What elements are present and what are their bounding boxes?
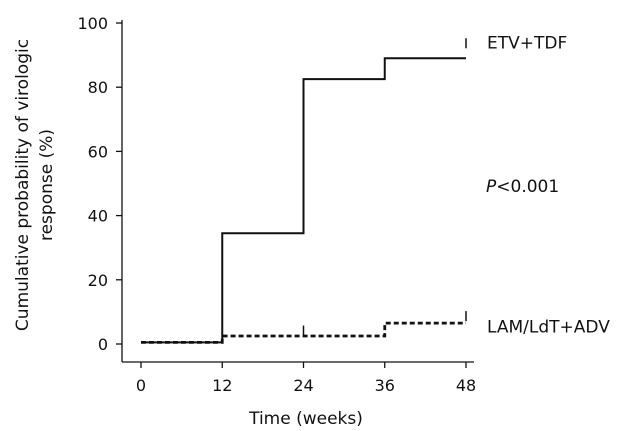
- x-tick-label: 36: [375, 376, 395, 395]
- x-axis-title: Time (weeks): [248, 409, 363, 429]
- y-axis-title-line1: Cumulative probability of virologic: [13, 39, 33, 331]
- series-line-lam-ldt-adv: [141, 321, 466, 344]
- series-label: ETV+TDF: [487, 33, 567, 53]
- series-line-etv-tdf: [141, 57, 466, 344]
- p-value-text: <0.001: [496, 177, 559, 197]
- series-labels: ETV+TDF LAM/LdT+ADV: [487, 33, 610, 337]
- y-tick-label: 80: [88, 78, 108, 97]
- y-axis-title-line2: response (%): [37, 129, 57, 241]
- x-ticks: 0 12 24 36 48: [136, 362, 476, 395]
- y-tick-label: 20: [88, 271, 108, 290]
- y-tick-label: 40: [88, 207, 108, 226]
- series-label: LAM/LdT+ADV: [487, 317, 610, 337]
- p-value-annotation: P<0.001: [486, 177, 559, 197]
- y-tick-label: 100: [77, 14, 108, 33]
- x-tick-label: 48: [456, 376, 476, 395]
- y-ticks: 0 20 40 60 80 100: [77, 14, 122, 354]
- y-tick-label: 0: [98, 335, 108, 354]
- p-value-italic: P: [486, 177, 497, 197]
- y-tick-label: 60: [88, 142, 108, 161]
- x-tick-label: 24: [293, 376, 313, 395]
- x-tick-label: 12: [212, 376, 232, 395]
- x-tick-label: 0: [136, 376, 146, 395]
- series-group: [141, 38, 467, 344]
